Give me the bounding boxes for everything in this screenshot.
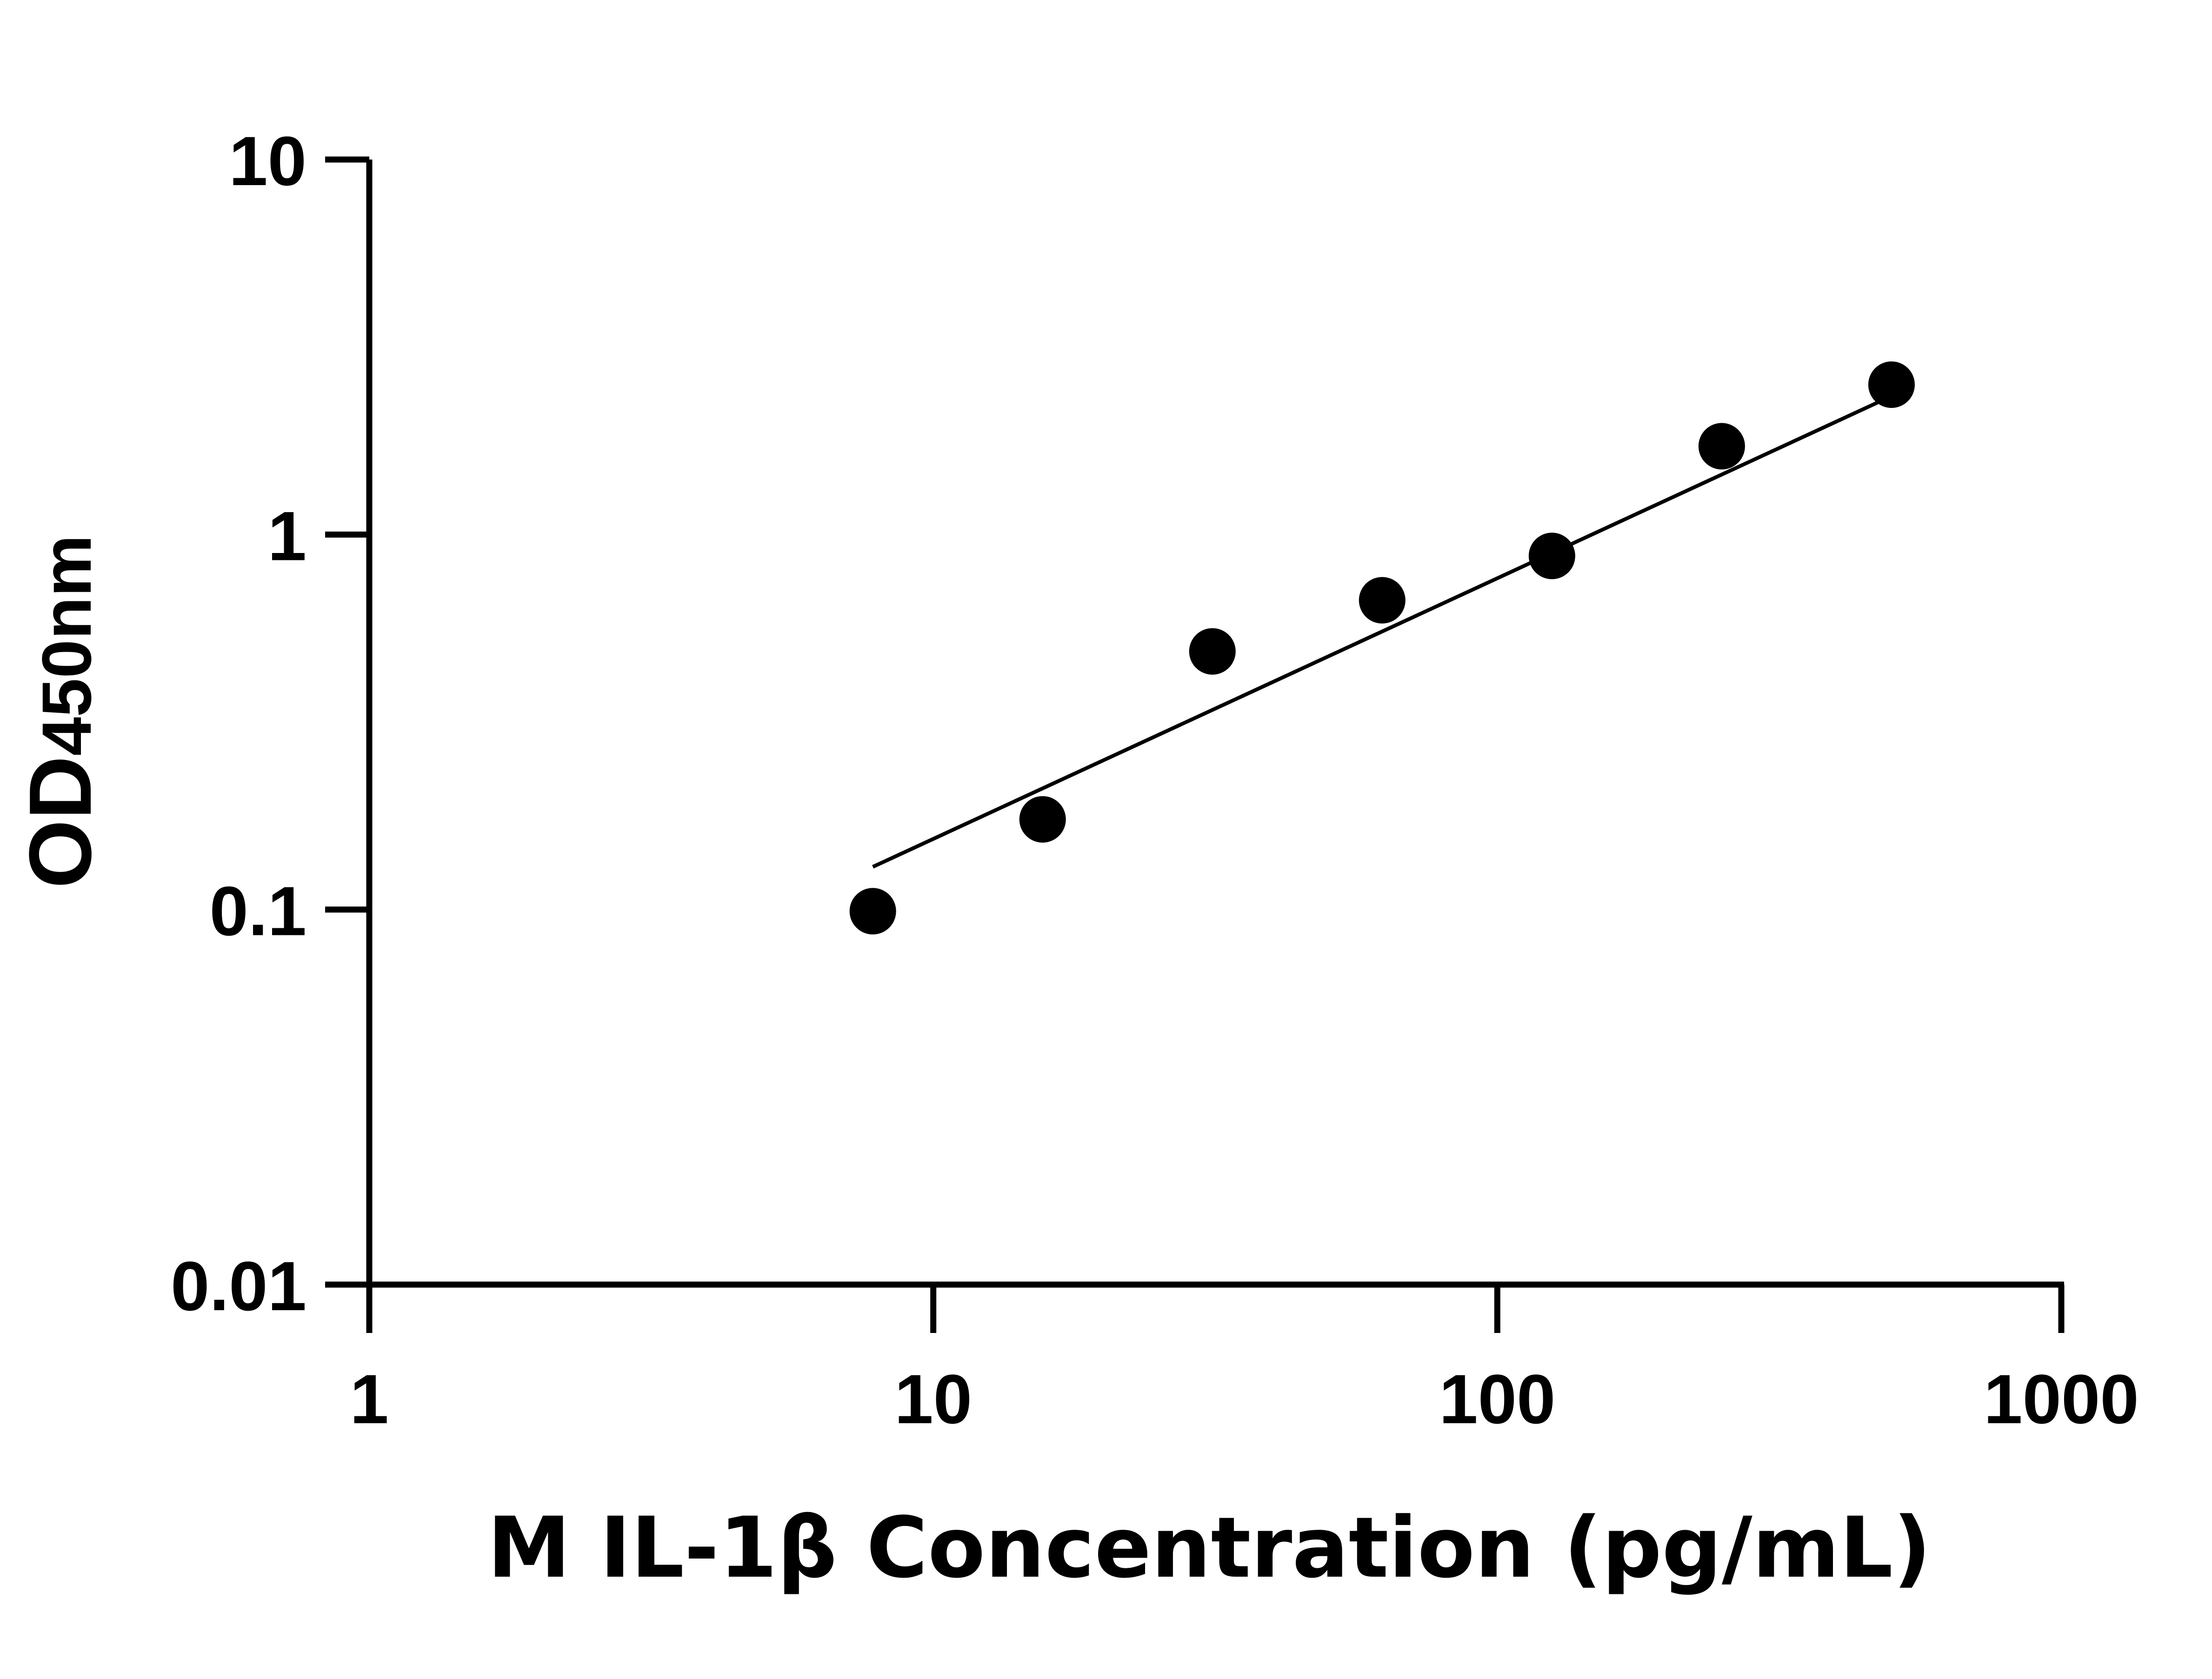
y-axis-label: OD450nm <box>11 535 110 888</box>
data-point <box>1359 577 1406 624</box>
data-point <box>1698 423 1745 470</box>
data-point <box>849 888 896 935</box>
x-tick-label: 100 <box>1439 1360 1555 1438</box>
y-ticks: 0.01 0.1 1 10 <box>171 122 369 1325</box>
y-axis-label-sub: 450nm <box>27 535 106 756</box>
x-tick-label: 1000 <box>1984 1360 2139 1438</box>
data-point <box>1019 796 1066 843</box>
data-points <box>849 361 1915 935</box>
data-point <box>1868 361 1915 408</box>
y-tick-label: 1 <box>268 497 306 575</box>
fit-line-group <box>872 394 1892 869</box>
y-tick-label: 0.1 <box>209 872 306 950</box>
data-point <box>1189 628 1236 675</box>
y-axis-label-main: OD <box>11 756 110 888</box>
fit-line <box>872 394 1892 869</box>
x-tick-label: 1 <box>350 1360 388 1438</box>
y-tick-label: 10 <box>229 122 306 200</box>
data-point <box>1528 533 1575 580</box>
x-ticks: 1 10 100 1000 <box>350 1285 2139 1438</box>
y-tick-label: 0.01 <box>171 1247 306 1325</box>
x-tick-label: 10 <box>894 1360 972 1438</box>
axes <box>366 160 2064 1288</box>
x-axis-label: M IL-1β Concentration (pg/mL) <box>487 1499 1931 1597</box>
